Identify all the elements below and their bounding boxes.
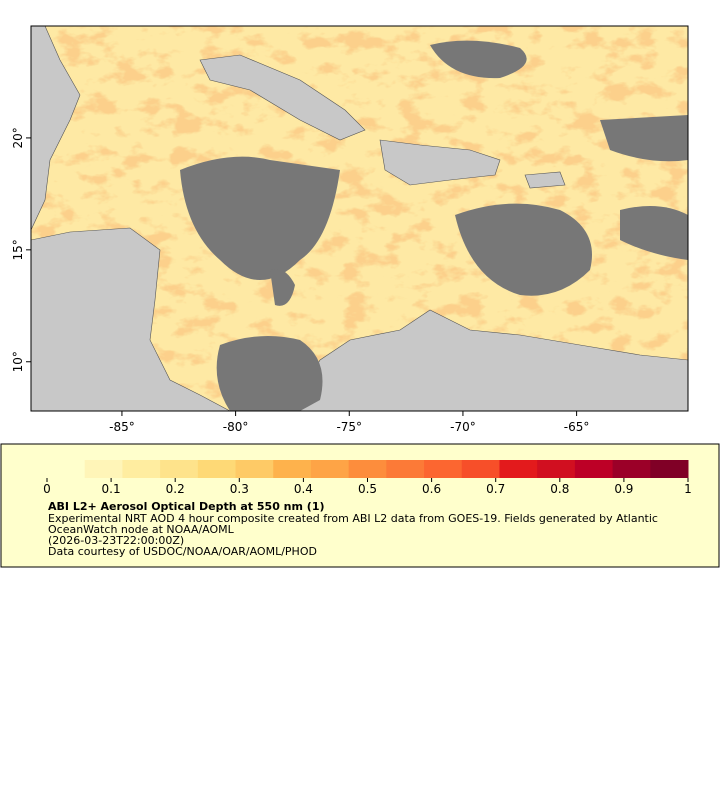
colorbar-tick-label: 0.9: [614, 482, 633, 496]
colorbar-tick-label: 0.6: [422, 482, 441, 496]
legend-line: Data courtesy of USDOC/NOAA/OAR/AOML/PHO…: [48, 545, 317, 558]
colorbar-tick-label: 0.7: [486, 482, 505, 496]
x-tick-label: -65°: [564, 420, 590, 434]
y-tick-label: 10°: [11, 351, 25, 372]
colorbar-swatch: [612, 460, 651, 478]
colorbar-swatch: [386, 460, 425, 478]
colorbar-swatch: [122, 460, 161, 478]
colorbar-swatch: [574, 460, 614, 478]
colorbar-swatch: [499, 460, 538, 478]
colorbar-swatch: [348, 460, 387, 478]
legend-line: Experimental NRT AOD 4 hour composite cr…: [48, 512, 658, 525]
map-frame: [30, 25, 689, 412]
colorbar-swatch: [537, 460, 576, 478]
colorbar-tick-label: 0.4: [294, 482, 313, 496]
colorbar-swatch: [235, 460, 274, 478]
colorbar-tick-label: 0.1: [102, 482, 121, 496]
colorbar-swatch: [160, 460, 199, 478]
map: [31, 26, 688, 411]
colorbar-tick-label: 0.5: [358, 482, 377, 496]
colorbar-swatch: [650, 460, 689, 478]
colorbar-swatch: [47, 460, 86, 478]
colorbar-tick-label: 0.3: [230, 482, 249, 496]
colorbar-tick-label: 0: [43, 482, 51, 496]
colorbar-swatch: [84, 460, 123, 478]
colorbar-swatch: [197, 460, 237, 478]
colorbar-tick-label: 0.2: [166, 482, 185, 496]
colorbar-tick-label: 0.8: [550, 482, 569, 496]
colorbar-swatch: [424, 460, 463, 478]
colorbar-swatch: [310, 460, 350, 478]
x-tick-label: -85°: [109, 420, 135, 434]
x-tick-label: -80°: [223, 420, 249, 434]
x-tick-label: -70°: [450, 420, 476, 434]
colorbar-swatch: [461, 460, 500, 478]
legend-line: OceanWatch node at NOAA/AOML: [48, 523, 235, 536]
legend-title: ABI L2+ Aerosol Optical Depth at 550 nm …: [48, 500, 325, 513]
legend-line: (2026-03-23T22:00:00Z): [48, 534, 184, 547]
y-tick-label: 15°: [11, 239, 25, 260]
colorbar-swatch: [273, 460, 312, 478]
colorbar-tick-label: 1: [684, 482, 692, 496]
x-tick-label: -75°: [336, 420, 362, 434]
y-tick-label: 20°: [11, 127, 25, 148]
